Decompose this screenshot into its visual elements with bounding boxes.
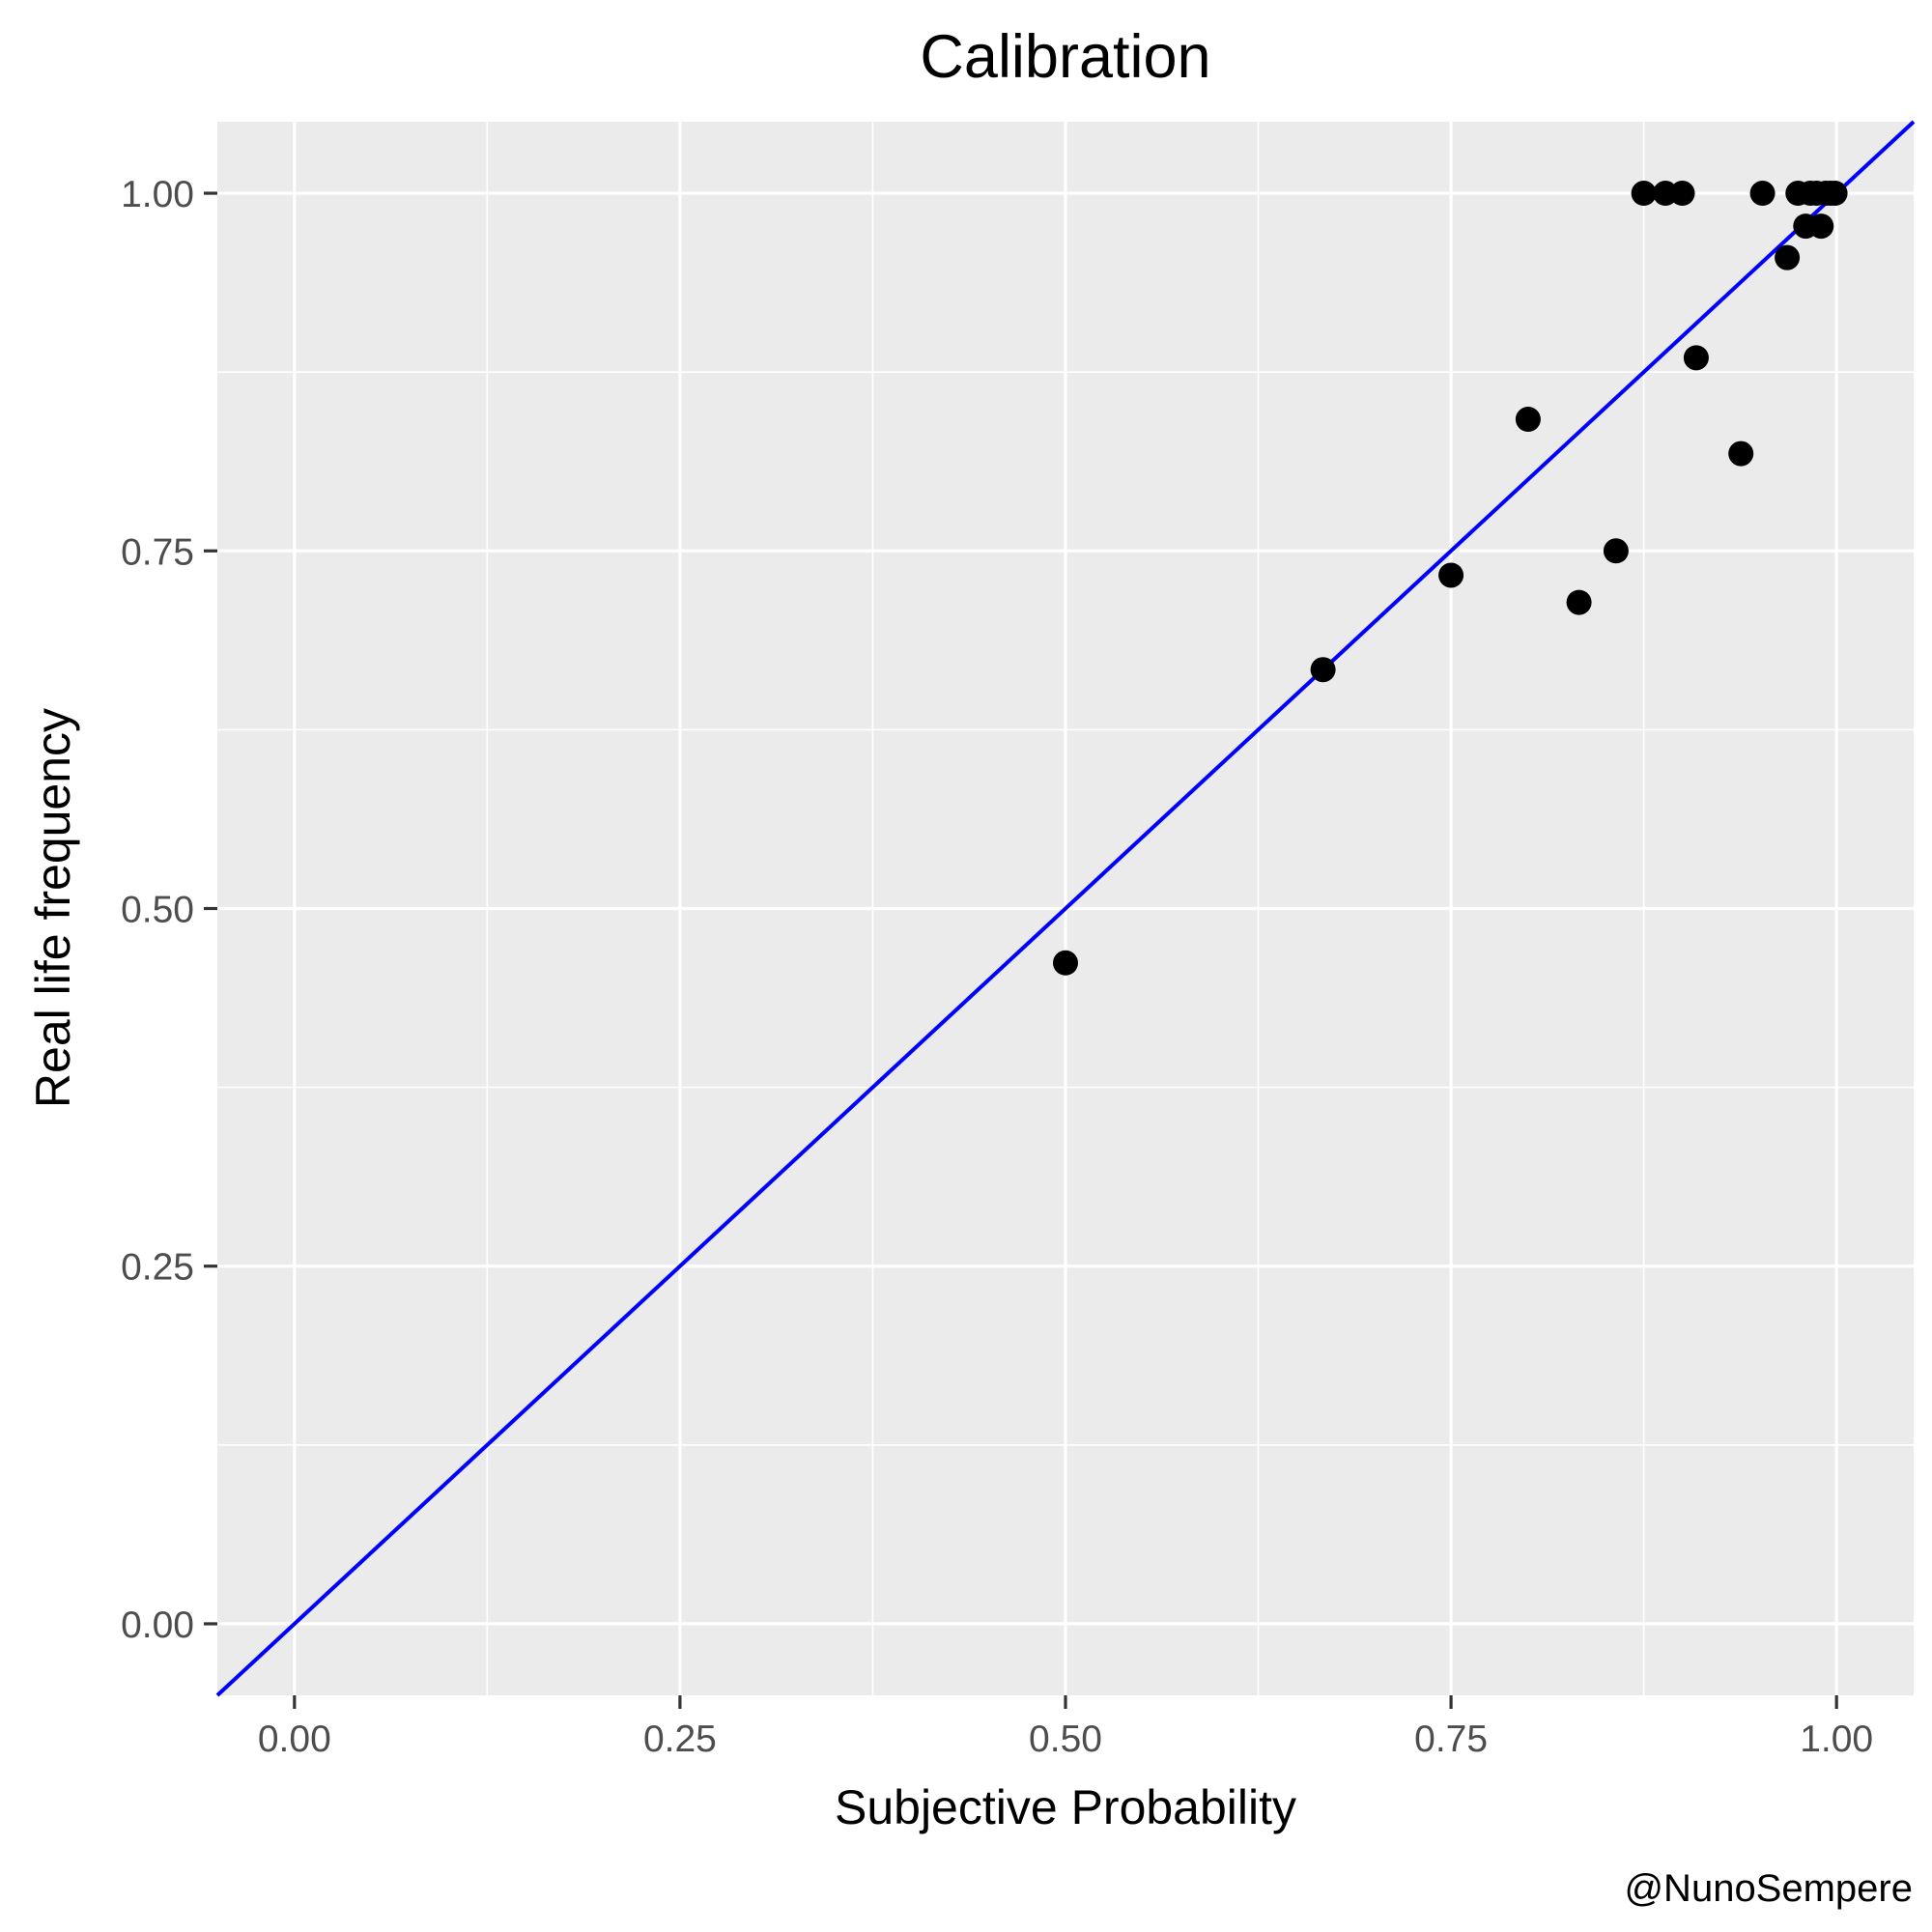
y-tick-label-1: 0.25 xyxy=(121,1247,194,1289)
y-tick-label-0: 0.00 xyxy=(121,1605,194,1646)
chart-caption: @NunoSempere xyxy=(1624,1867,1913,1910)
data-point-6 xyxy=(1631,181,1657,207)
y-tick-label-4: 1.00 xyxy=(121,174,194,215)
data-point-3 xyxy=(1515,407,1541,433)
x-tick-label-0: 0.00 xyxy=(258,1719,331,1760)
data-point-5 xyxy=(1603,538,1629,564)
x-tick-label-2: 0.50 xyxy=(1029,1719,1102,1760)
data-point-0 xyxy=(1053,950,1078,976)
data-point-17 xyxy=(1808,213,1834,240)
identity-reference-line xyxy=(215,120,1916,1697)
data-point-4 xyxy=(1566,589,1592,615)
data-point-2 xyxy=(1438,562,1464,588)
data-point-20 xyxy=(1822,181,1848,207)
data-point-9 xyxy=(1683,345,1709,371)
data-point-12 xyxy=(1775,244,1801,270)
x-tick-label-1: 0.25 xyxy=(643,1719,717,1760)
x-axis-ticks: 0.00 0.25 0.50 0.75 1.00 xyxy=(258,1695,1873,1760)
data-point-8 xyxy=(1669,181,1695,207)
x-tick-label-4: 1.00 xyxy=(1800,1719,1873,1760)
data-points xyxy=(1053,181,1848,976)
data-point-1 xyxy=(1310,657,1336,683)
y-tick-label-3: 0.75 xyxy=(121,531,194,573)
y-tick-label-2: 0.50 xyxy=(121,890,194,931)
x-tick-label-3: 0.75 xyxy=(1414,1719,1488,1760)
x-axis-title: Subjective Probability xyxy=(835,1780,1296,1834)
chart-title: Calibration xyxy=(920,23,1210,91)
data-point-11 xyxy=(1749,181,1776,207)
y-axis-title: Real life frequency xyxy=(26,708,80,1108)
y-axis-ticks: 0.00 0.25 0.50 0.75 1.00 xyxy=(121,174,217,1646)
data-point-10 xyxy=(1728,440,1754,467)
